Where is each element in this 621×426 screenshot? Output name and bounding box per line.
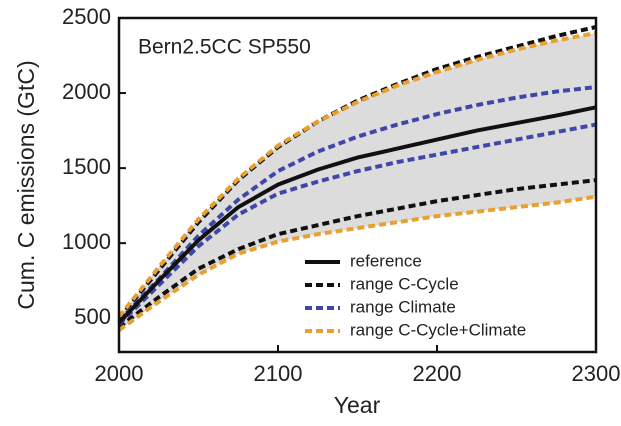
x-tick-label: 2000 xyxy=(95,361,144,386)
series-line xyxy=(117,85,597,323)
series-line xyxy=(117,31,597,318)
x-tick-label: 2300 xyxy=(572,361,621,386)
x-tick-label: 2100 xyxy=(254,361,303,386)
annotation: Bern2.5CC SP550 xyxy=(138,36,311,59)
series-line xyxy=(117,122,597,326)
legend-label: range Climate xyxy=(350,297,456,316)
plot-frame xyxy=(117,16,598,354)
series-line xyxy=(117,178,597,329)
x-axis-label: Year xyxy=(334,392,381,418)
y-axis-label: Cum. C emissions (GtC) xyxy=(13,60,39,309)
y-tick-label: 1500 xyxy=(62,154,111,179)
y-tick-label: 1000 xyxy=(62,229,111,254)
legend-label: range C-Cycle xyxy=(350,274,459,293)
x-tick-label: 2200 xyxy=(413,361,462,386)
range-band xyxy=(119,33,596,331)
legend-label: range C-Cycle+Climate xyxy=(350,320,526,339)
y-tick-label: 2000 xyxy=(62,79,111,104)
y-tick-label: 500 xyxy=(74,304,111,329)
series-line xyxy=(117,105,597,325)
legend-label: reference xyxy=(350,251,422,270)
series-line xyxy=(117,194,597,332)
y-tick-label: 2500 xyxy=(62,4,111,29)
